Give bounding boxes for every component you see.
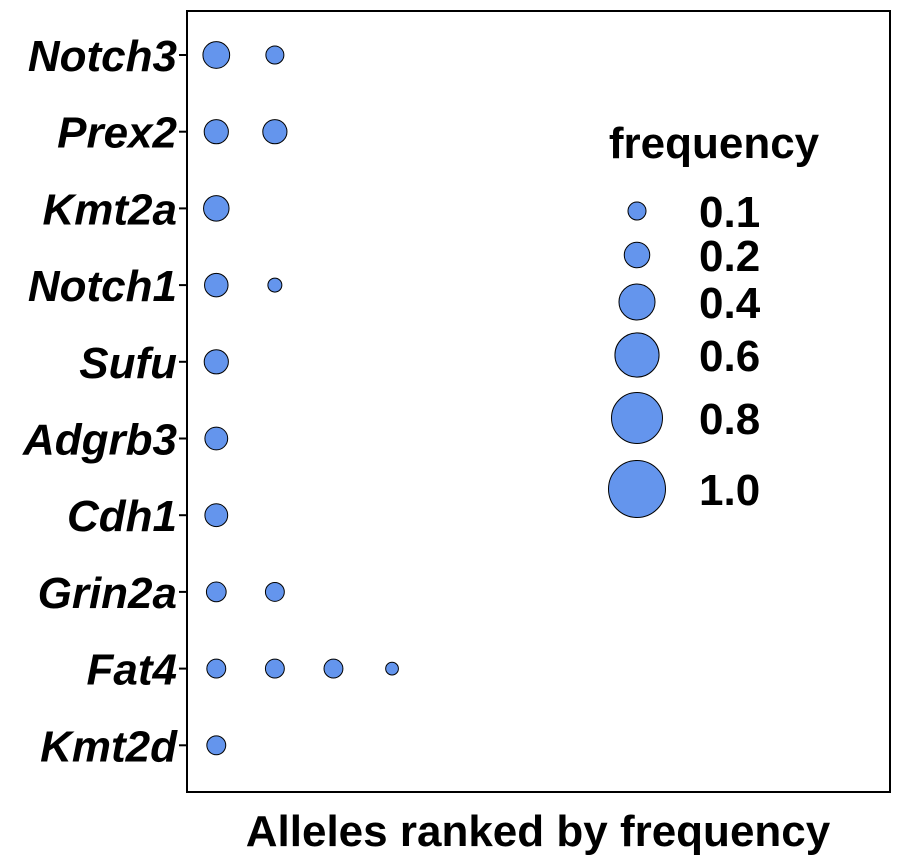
legend-key-0.1 bbox=[627, 201, 647, 221]
point-prex2-rank-2 bbox=[262, 119, 288, 145]
point-cdh1-rank-1 bbox=[204, 503, 229, 528]
point-grin2a-rank-2 bbox=[264, 581, 285, 602]
point-fat4-rank-3 bbox=[323, 658, 344, 679]
y-tick-label-notch1: Notch1 bbox=[28, 262, 177, 311]
point-kmt2d-rank-1 bbox=[206, 735, 227, 756]
y-axis: Notch3 Prex2 Kmt2a Notch1 Sufu Adgrb3 Cdh1 Grin… bbox=[22, 32, 187, 771]
point-fat4-rank-4 bbox=[385, 661, 399, 676]
point-fat4-rank-1 bbox=[206, 658, 227, 679]
point-notch3-rank-2 bbox=[265, 45, 285, 65]
legend-title: frequency bbox=[609, 119, 820, 168]
legend-label-0.6: 0.6 bbox=[699, 332, 760, 381]
plot-panel-border bbox=[186, 10, 891, 793]
legend-key-0.4 bbox=[618, 283, 656, 321]
legend-key-0.2 bbox=[623, 241, 651, 269]
legend-label-0.2: 0.2 bbox=[699, 232, 760, 281]
legend-key-0.6 bbox=[614, 332, 660, 378]
x-axis-title: Alleles ranked by frequency bbox=[246, 807, 831, 856]
y-tick-label-cdh1: Cdh1 bbox=[67, 492, 177, 541]
point-sufu-rank-1 bbox=[203, 349, 229, 375]
point-notch1-rank-1 bbox=[204, 272, 229, 298]
y-tick-label-kmt2a: Kmt2a bbox=[43, 185, 178, 234]
y-tick-label-prex2: Prex2 bbox=[57, 109, 177, 158]
legend-key-1.0 bbox=[608, 460, 666, 518]
point-kmt2a-rank-1 bbox=[203, 195, 230, 222]
point-notch3-rank-1 bbox=[202, 41, 231, 69]
legend-label-0.4: 0.4 bbox=[699, 279, 761, 328]
legend: frequency 0.10.20.40.6 0.8 1.0 bbox=[608, 119, 820, 518]
point-grin2a-rank-1 bbox=[205, 581, 227, 603]
point-adgrb3-rank-1 bbox=[204, 426, 229, 451]
legend-label-0.1: 0.1 bbox=[699, 188, 760, 237]
legend-label-0.8: 0.8 bbox=[699, 395, 760, 444]
point-prex2-rank-1 bbox=[203, 119, 229, 145]
y-tick-label-fat4: Fat4 bbox=[87, 646, 177, 695]
y-tick-label-kmt2d: Kmt2d bbox=[40, 722, 178, 771]
y-tick-label-notch3: Notch3 bbox=[28, 32, 177, 81]
legend-label-1.0: 1.0 bbox=[699, 466, 760, 515]
y-tick-label-adgrb3: Adgrb3 bbox=[22, 416, 177, 465]
y-tick-label-sufu: Sufu bbox=[79, 339, 177, 388]
point-notch1-rank-2 bbox=[267, 277, 283, 293]
y-tick-label-grin2a: Grin2a bbox=[38, 569, 177, 618]
legend-key-0.8 bbox=[611, 392, 663, 444]
data-points bbox=[202, 41, 399, 756]
point-fat4-rank-2 bbox=[264, 658, 285, 679]
